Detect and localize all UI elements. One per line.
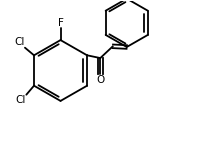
Text: Cl: Cl bbox=[14, 37, 24, 47]
Text: F: F bbox=[58, 18, 64, 28]
Text: O: O bbox=[96, 75, 104, 85]
Text: Cl: Cl bbox=[15, 95, 26, 105]
